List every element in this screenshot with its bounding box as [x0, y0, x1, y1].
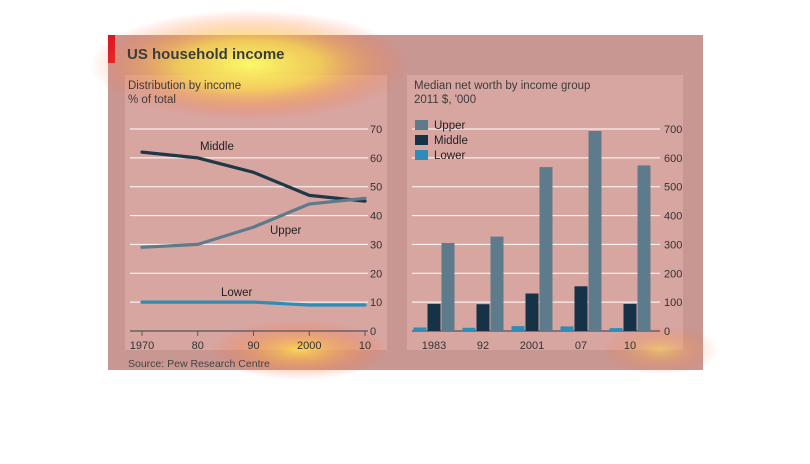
right-chart-title: Median net worth by income group	[414, 80, 590, 92]
bar-middle-92	[476, 304, 490, 331]
legend-swatch-lower	[415, 150, 428, 160]
right-y-tick-label: 400	[664, 211, 682, 223]
right-chart-x-axis: 1983 92 2001 07 10	[422, 340, 636, 352]
left-series-line-lower	[140, 300, 367, 307]
right-y-tick-label: 100	[664, 297, 682, 309]
figure-title: US household income	[127, 46, 285, 63]
legend-swatch-upper	[415, 120, 428, 130]
bar-upper-92	[490, 236, 504, 331]
bar-upper-07	[588, 131, 602, 331]
left-chart-series	[140, 150, 367, 307]
right-chart-y-axis: 0 100 200 300 400 500 600 700	[664, 124, 682, 338]
bar-lower-10	[609, 328, 623, 331]
left-chart-series-labels: Middle Upper Lower	[200, 141, 301, 299]
left-x-tick-label: 1970	[130, 340, 154, 352]
bar-middle-1983	[427, 303, 441, 331]
bar-middle-07	[574, 286, 588, 331]
left-series-line-middle	[140, 150, 367, 203]
left-x-tick-label: 10	[359, 340, 371, 352]
bar-upper-10	[637, 165, 651, 331]
right-x-tick-label: 1983	[422, 340, 446, 352]
left-x-tick-label: 2000	[297, 340, 321, 352]
right-y-tick-label: 500	[664, 182, 682, 194]
left-y-tick-label: 40	[370, 211, 382, 223]
left-chart-subtitle: % of total	[128, 94, 176, 106]
left-series-label-upper: Upper	[270, 225, 301, 237]
left-y-tick-label: 50	[370, 182, 382, 194]
left-x-tick-label: 90	[247, 340, 259, 352]
left-chart-title: Distribution by income	[128, 80, 241, 92]
left-chart-x-axis: 1970 80 90 2000 10	[130, 331, 371, 352]
left-series-label-middle: Middle	[200, 141, 234, 153]
left-chart-y-axis: 0 10 20 30 40 50 60 70	[370, 124, 382, 338]
bar-lower-1983	[413, 327, 427, 331]
left-y-tick-label: 20	[370, 268, 382, 280]
bar-lower-2001	[511, 326, 525, 331]
attention-overlay	[90, 10, 720, 380]
bar-lower-92	[462, 327, 476, 331]
source-note: Source: Pew Research Centre	[128, 358, 270, 370]
right-x-tick-label: 2001	[520, 340, 544, 352]
right-chart-bars	[413, 131, 651, 331]
right-y-tick-label: 0	[664, 326, 670, 338]
right-chart-subtitle: 2011 $, '000	[414, 94, 476, 106]
legend-label-upper: Upper	[434, 120, 465, 132]
bar-middle-10	[623, 303, 637, 331]
left-chart-gridlines	[130, 128, 368, 332]
bar-lower-07	[560, 326, 574, 331]
left-y-tick-label: 30	[370, 239, 382, 251]
left-y-tick-label: 0	[370, 326, 376, 338]
left-series-label-lower: Lower	[221, 287, 252, 299]
bar-upper-1983	[441, 243, 455, 331]
legend-swatch-middle	[415, 135, 428, 145]
left-y-tick-label: 70	[370, 124, 382, 136]
legend-label-middle: Middle	[434, 135, 468, 147]
right-y-tick-label: 700	[664, 124, 682, 136]
right-chart-legend: Upper Middle Lower	[415, 120, 468, 162]
left-y-tick-label: 10	[370, 297, 382, 309]
bar-middle-2001	[525, 293, 539, 331]
right-x-tick-label: 10	[624, 340, 636, 352]
legend-label-lower: Lower	[434, 150, 465, 162]
left-y-tick-label: 60	[370, 153, 382, 165]
right-y-tick-label: 300	[664, 239, 682, 251]
bar-upper-2001	[539, 167, 553, 331]
right-y-tick-label: 200	[664, 268, 682, 280]
right-x-tick-label: 92	[477, 340, 489, 352]
right-y-tick-label: 600	[664, 153, 682, 165]
right-x-tick-label: 07	[575, 340, 587, 352]
left-x-tick-label: 80	[192, 340, 204, 352]
left-series-line-upper	[140, 196, 367, 249]
